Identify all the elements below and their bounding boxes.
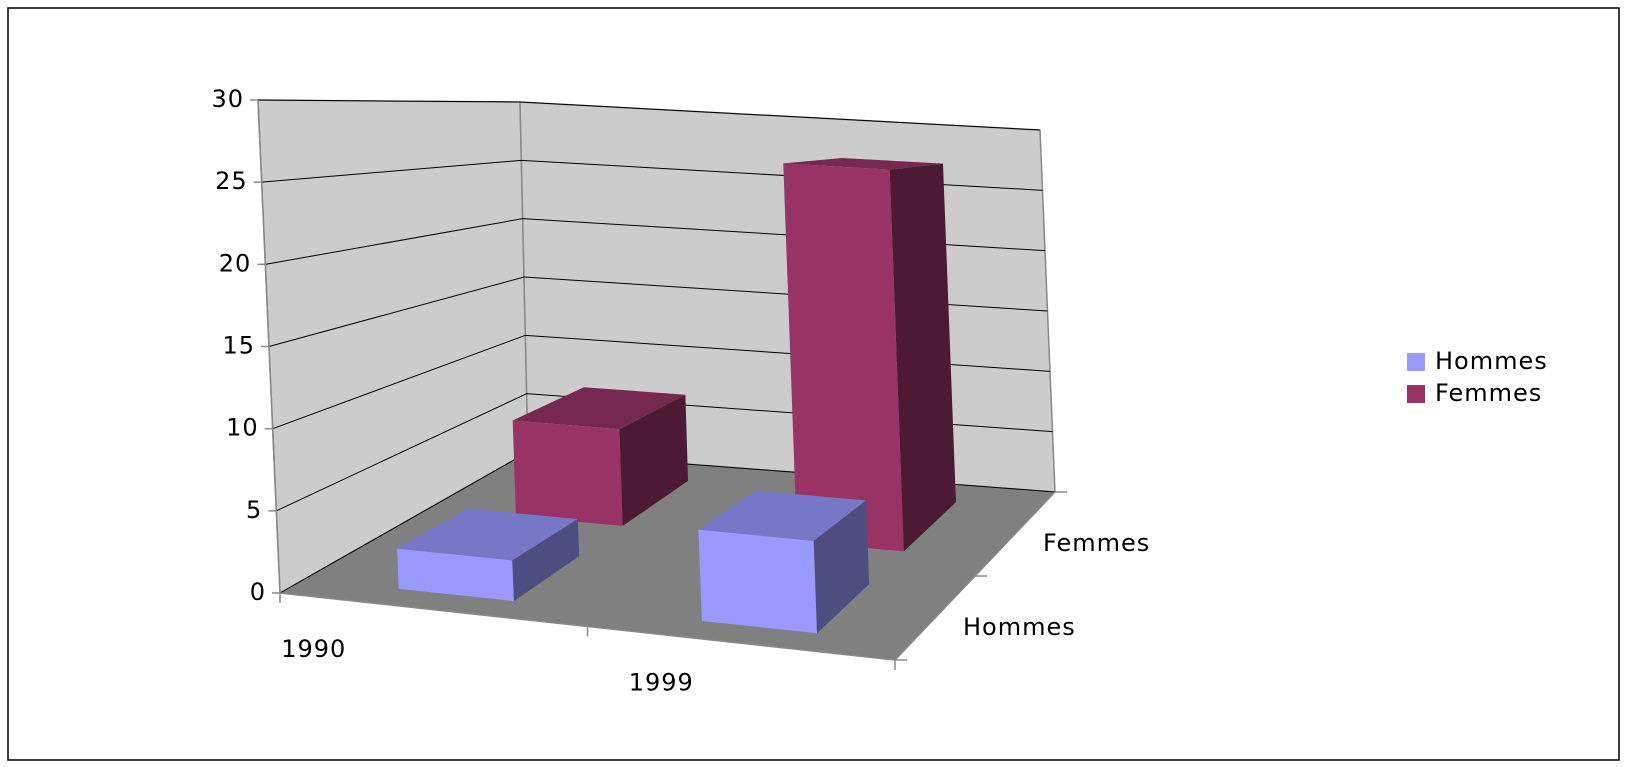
y-tick-label: 25 [215,167,248,195]
bar-front [512,420,623,526]
bar-top [698,490,867,541]
legend-swatch [1407,385,1425,403]
legend-label: Hommes [1435,347,1548,375]
grid-line [257,99,1041,131]
bar [512,387,689,526]
bar-top [397,508,578,561]
depth-label: Femmes [1043,529,1150,557]
y-tick-label: 5 [246,496,262,524]
y-tick-label: 15 [222,332,255,360]
bar-side [889,163,956,552]
depth-label: Hommes [963,613,1076,641]
bar-top [512,387,686,430]
legend-label: Femmes [1435,379,1542,407]
bar-front [397,548,514,602]
legend-swatch [1407,353,1425,371]
y-tick-label: 0 [250,578,266,606]
x-tick-label: 1990 [281,635,346,663]
y-tick-label: 20 [219,249,252,277]
y-axis [257,99,281,594]
x-tick-label: 1999 [629,668,694,696]
bar-top [783,157,944,170]
bar-front [783,163,904,552]
bar-side [512,518,580,602]
bar [783,157,956,552]
bar-side [813,500,870,634]
bar-front [698,529,818,634]
y-tick-label: 30 [211,85,244,113]
bar [397,508,580,602]
bar-side [619,394,689,526]
bar [698,490,870,634]
y-tick-label: 10 [226,414,259,442]
